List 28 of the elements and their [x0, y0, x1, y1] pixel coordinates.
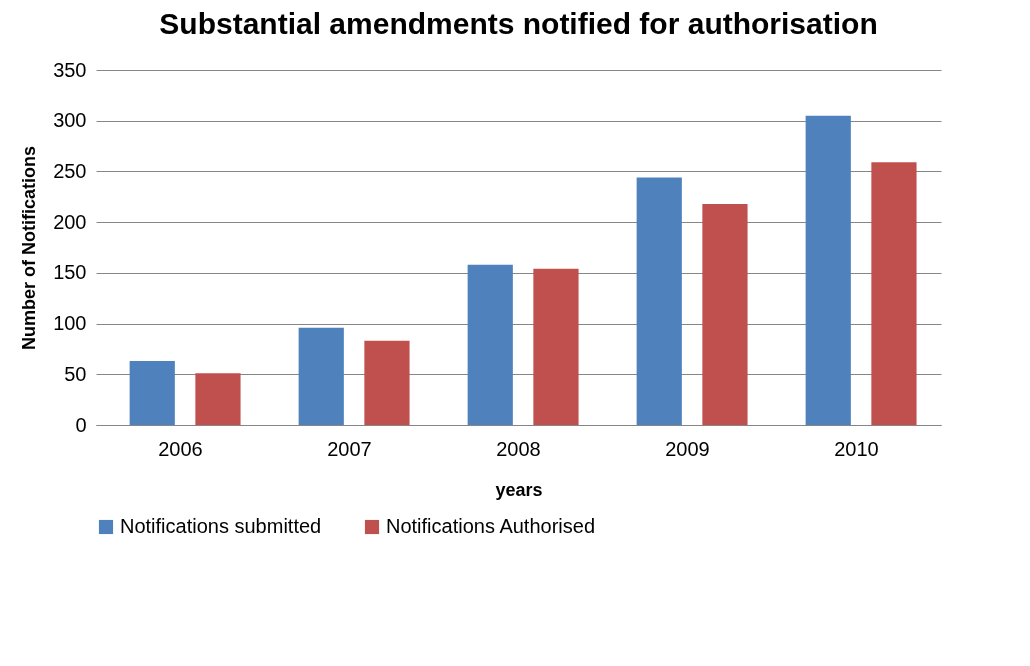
bar — [871, 162, 917, 425]
x-tick-label: 2006 — [158, 437, 203, 460]
y-tick-label: 250 — [53, 159, 87, 182]
x-tick-label: 2010 — [834, 437, 879, 460]
y-tick-label: 300 — [53, 109, 87, 132]
x-axis-title: years — [495, 479, 543, 500]
bar — [364, 340, 410, 425]
bar — [298, 327, 344, 425]
x-tick-label: 2008 — [496, 437, 541, 460]
y-tick-label: 200 — [53, 210, 87, 233]
bar — [533, 268, 579, 425]
y-tick-label: 100 — [53, 312, 87, 335]
bar — [195, 373, 241, 425]
bar — [129, 361, 175, 425]
bar — [467, 264, 513, 425]
y-axis-title: Number of Notifications — [19, 145, 40, 351]
legend-label: Notifications submitted — [120, 515, 322, 537]
y-tick-label: 350 — [53, 58, 87, 81]
bar — [805, 115, 851, 425]
bar — [702, 203, 748, 425]
y-tick-label: 150 — [53, 261, 87, 284]
y-tick-label: 50 — [64, 362, 87, 385]
chart-title: Substantial amendments notified for authorisation — [159, 7, 878, 40]
bar — [636, 177, 682, 425]
x-tick-label: 2009 — [665, 437, 710, 460]
legend-label: Notifications Authorised — [386, 515, 596, 537]
y-tick-label: 0 — [75, 413, 87, 436]
x-tick-label: 2007 — [327, 437, 372, 460]
